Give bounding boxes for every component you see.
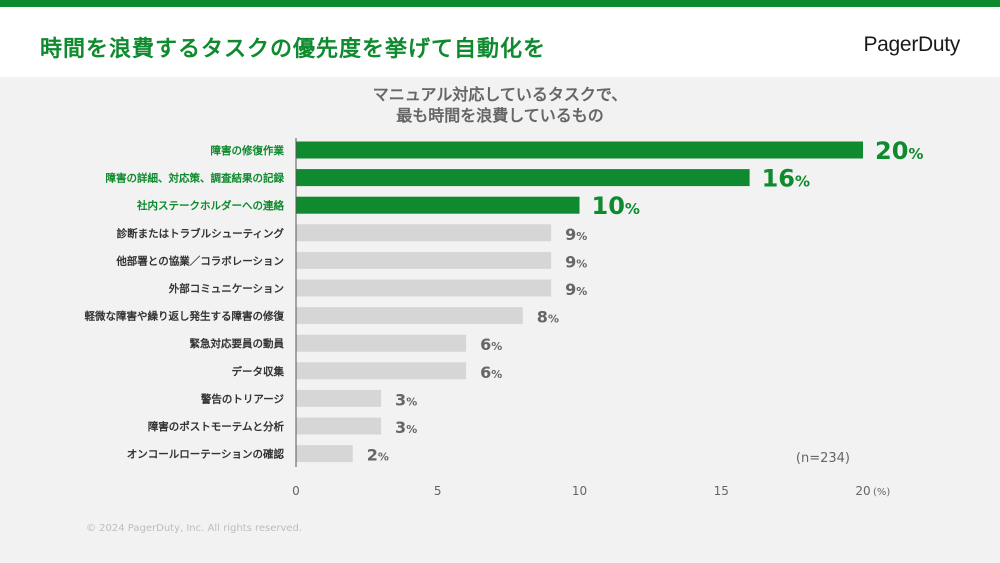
page-title: 時間を浪費するタスクの優先度を挙げて自動化を	[40, 37, 547, 62]
value-label: 9%	[565, 280, 587, 299]
bar	[296, 141, 863, 159]
category-label: 外部コミュニケーション	[168, 282, 284, 295]
chart-title-line-1: マニュアル対応しているタスクで、	[372, 85, 628, 104]
value-label: 6%	[480, 363, 502, 382]
bar	[296, 307, 523, 325]
x-axis-unit: (%)	[873, 487, 890, 498]
value-label: 9%	[565, 225, 587, 244]
header: 時間を浪費するタスクの優先度を挙げて自動化を PagerDuty	[0, 7, 1000, 77]
category-label: 軽微な障害や繰り返し発生する障害の修復	[85, 310, 285, 323]
x-tick-label: 10	[572, 484, 587, 498]
top-accent-bar	[0, 0, 1000, 7]
bar	[296, 362, 467, 380]
x-tick-label: 20	[855, 484, 870, 498]
value-label: 3%	[395, 418, 417, 437]
bar	[296, 169, 750, 187]
x-tick-label: 5	[434, 484, 442, 498]
category-label: 障害の詳細、対応策、調査結果の記録	[106, 172, 285, 185]
bar	[296, 251, 552, 269]
x-tick-label: 15	[714, 484, 729, 498]
copyright-footer: © 2024 PagerDuty, Inc. All rights reserv…	[86, 523, 303, 534]
bar	[296, 389, 382, 407]
value-label: 16%	[762, 165, 810, 193]
category-label: 障害のポストモーテムと分析	[148, 420, 285, 433]
bar	[296, 445, 353, 463]
value-label: 2%	[367, 446, 389, 465]
value-label: 20%	[875, 137, 923, 165]
value-label: 8%	[537, 308, 559, 327]
category-label: データ収集	[232, 365, 285, 378]
category-label: 他部署との協業／コラボレーション	[115, 254, 284, 267]
value-label: 6%	[480, 335, 502, 354]
category-label: 障害の修復作業	[211, 144, 285, 157]
value-label: 10%	[592, 192, 640, 220]
chart-title-line-2: 最も時間を浪費しているもの	[396, 106, 604, 125]
bar	[296, 279, 552, 297]
value-label: 3%	[395, 390, 417, 409]
bar	[296, 224, 552, 242]
x-tick-label: 0	[292, 484, 300, 498]
bar	[296, 417, 382, 435]
category-label: 警告のトリアージ	[200, 392, 285, 405]
category-label: オンコールローテーションの確認	[127, 448, 285, 461]
bar	[296, 334, 467, 352]
category-label: 診断またはトラブルシューティング	[117, 227, 285, 240]
value-label: 9%	[565, 252, 587, 271]
sample-size-note: (n=234)	[796, 451, 850, 466]
pagerduty-logo: PagerDuty	[863, 33, 960, 56]
category-label: 緊急対応要員の動員	[190, 337, 285, 350]
bar	[296, 196, 580, 214]
category-label: 社内ステークホルダーへの連絡	[136, 199, 284, 212]
chart-title: マニュアル対応しているタスクで、 最も時間を浪費しているもの	[250, 84, 750, 126]
